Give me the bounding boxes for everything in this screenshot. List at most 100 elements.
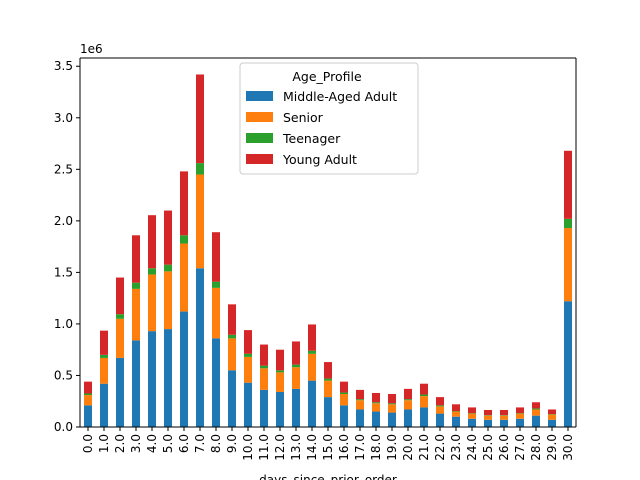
bar-segment-teenager-2-0 xyxy=(116,314,124,319)
bar-segment-young-adult-20-0 xyxy=(404,388,412,400)
bar-segment-young-adult-24-0 xyxy=(468,407,476,414)
x-tick-label: 17.0 xyxy=(353,434,367,461)
bar-segment-young-adult-4-0 xyxy=(148,215,156,269)
legend-entry-label: Senior xyxy=(283,110,324,125)
bar-segment-senior-29-0 xyxy=(548,414,556,420)
bar-segment-teenager-3-0 xyxy=(132,282,140,289)
bar-segment-senior-17-0 xyxy=(356,400,364,410)
x-tick-label: 27.0 xyxy=(513,434,527,461)
bar-segment-young-adult-6-0 xyxy=(180,171,188,236)
bar-segment-middle-aged-adult-4-0 xyxy=(148,331,156,427)
legend-entry-label: Middle-Aged Adult xyxy=(283,89,397,104)
x-tick-label: 2.0 xyxy=(113,434,127,453)
bar-segment-young-adult-14-0 xyxy=(308,324,316,351)
bar-segment-middle-aged-adult-30-0 xyxy=(564,301,572,427)
bar-segment-middle-aged-adult-12-0 xyxy=(276,391,284,427)
bar-segment-teenager-8-0 xyxy=(212,281,220,288)
bar-segment-teenager-26-0 xyxy=(500,415,508,416)
bar-segment-young-adult-28-0 xyxy=(532,402,540,409)
bar-segment-middle-aged-adult-9-0 xyxy=(228,370,236,427)
bar-segment-teenager-9-0 xyxy=(228,334,236,339)
bar-segment-senior-0-0 xyxy=(84,395,92,406)
y-tick-label: 2.5 xyxy=(54,162,73,176)
bar-segment-senior-10-0 xyxy=(244,356,252,383)
x-tick-label: 9.0 xyxy=(225,434,239,453)
bar-segment-middle-aged-adult-11-0 xyxy=(260,389,268,427)
bar-segment-young-adult-29-0 xyxy=(548,409,556,415)
bar-segment-teenager-1-0 xyxy=(100,354,108,358)
legend-items: Middle-Aged Adult Senior Teenager Young Adu… xyxy=(246,89,397,167)
bar-segment-young-adult-10-0 xyxy=(244,330,252,354)
x-tick-label: 5.0 xyxy=(161,434,175,453)
bar-segment-middle-aged-adult-25-0 xyxy=(484,419,492,427)
bar-segment-middle-aged-adult-29-0 xyxy=(548,419,556,427)
bar-segment-senior-14-0 xyxy=(308,353,316,381)
bar-segment-teenager-16-0 xyxy=(340,392,348,395)
x-tick-label: 14.0 xyxy=(305,434,319,461)
x-tick-label: 19.0 xyxy=(385,434,399,461)
legend-entry-label: Teenager xyxy=(282,131,341,146)
x-tick-label: 4.0 xyxy=(145,434,159,453)
bar-segment-middle-aged-adult-27-0 xyxy=(516,418,524,427)
x-tick-label: 28.0 xyxy=(529,434,543,461)
bar-segment-young-adult-13-0 xyxy=(292,341,300,365)
bar-segment-young-adult-19-0 xyxy=(388,394,396,404)
bar-segment-middle-aged-adult-0-0 xyxy=(84,405,92,427)
y-tick-label: 2.0 xyxy=(54,214,73,228)
bar-segment-middle-aged-adult-10-0 xyxy=(244,382,252,427)
bar-segment-young-adult-11-0 xyxy=(260,344,268,366)
bar-segment-senior-25-0 xyxy=(484,415,492,420)
bar-segment-senior-30-0 xyxy=(564,228,572,302)
bar-segment-young-adult-2-0 xyxy=(116,277,124,315)
bar-segment-senior-13-0 xyxy=(292,367,300,389)
bar-segment-senior-7-0 xyxy=(196,174,204,269)
bar-segment-senior-26-0 xyxy=(500,415,508,420)
x-tick-label: 12.0 xyxy=(273,434,287,461)
bar-segment-young-adult-7-0 xyxy=(196,74,204,164)
bar-segment-senior-3-0 xyxy=(132,288,140,341)
legend-entry-label: Young Adult xyxy=(282,152,357,167)
bar-segment-senior-28-0 xyxy=(532,409,540,416)
y-tick-label: 3.5 xyxy=(54,59,73,73)
legend-swatch xyxy=(246,91,273,101)
x-tick-label: 23.0 xyxy=(449,434,463,461)
bar-segment-teenager-11-0 xyxy=(260,365,268,369)
bar-segment-senior-8-0 xyxy=(212,287,220,339)
y-multiplier-label: 1e6 xyxy=(80,42,103,56)
bar-segment-middle-aged-adult-26-0 xyxy=(500,419,508,427)
bar-segment-middle-aged-adult-3-0 xyxy=(132,340,140,427)
bar-segment-middle-aged-adult-19-0 xyxy=(388,412,396,427)
bar-segment-teenager-13-0 xyxy=(292,364,300,368)
bar-segment-teenager-6-0 xyxy=(180,235,188,244)
bar-segment-young-adult-16-0 xyxy=(340,381,348,393)
bar-segment-teenager-10-0 xyxy=(244,353,252,357)
bar-segment-senior-4-0 xyxy=(148,274,156,332)
bar-segment-young-adult-8-0 xyxy=(212,232,220,282)
x-tick-label: 21.0 xyxy=(417,434,431,461)
bar-segment-teenager-14-0 xyxy=(308,350,316,354)
bar-segment-senior-21-0 xyxy=(420,396,428,408)
bar-segment-senior-20-0 xyxy=(404,400,412,410)
x-tick-label: 22.0 xyxy=(433,434,447,461)
bar-segment-teenager-25-0 xyxy=(484,415,492,416)
bar-segment-young-adult-18-0 xyxy=(372,392,380,403)
bar-segment-young-adult-22-0 xyxy=(436,397,444,406)
bar-segment-middle-aged-adult-2-0 xyxy=(116,357,124,427)
legend: Age_Profile Middle-Aged Adult Senior Teena… xyxy=(239,62,419,175)
x-tick-label: 15.0 xyxy=(321,434,335,461)
bar-segment-young-adult-23-0 xyxy=(452,404,460,412)
bar-segment-teenager-7-0 xyxy=(196,163,204,175)
bar-segment-middle-aged-adult-15-0 xyxy=(324,397,332,427)
bar-segment-teenager-12-0 xyxy=(276,370,284,373)
x-tick-label: 16.0 xyxy=(337,434,351,461)
bars-group xyxy=(84,74,572,427)
bar-segment-middle-aged-adult-7-0 xyxy=(196,268,204,427)
bar-segment-teenager-24-0 xyxy=(468,413,476,414)
bar-segment-middle-aged-adult-20-0 xyxy=(404,409,412,427)
bar-segment-senior-2-0 xyxy=(116,318,124,358)
bar-segment-young-adult-0-0 xyxy=(84,381,92,394)
bar-segment-teenager-15-0 xyxy=(324,378,332,381)
bar-segment-senior-24-0 xyxy=(468,413,476,419)
bar-segment-young-adult-27-0 xyxy=(516,407,524,414)
bar-segment-middle-aged-adult-6-0 xyxy=(180,311,188,427)
